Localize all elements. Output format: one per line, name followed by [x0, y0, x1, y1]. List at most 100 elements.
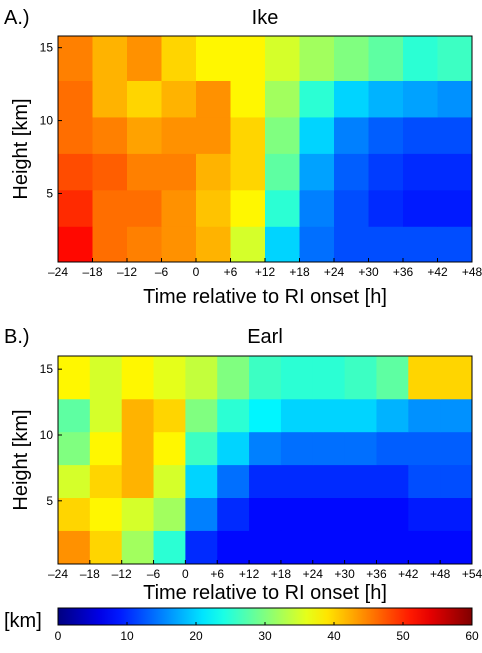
colorbar-label: [km]: [4, 610, 42, 632]
heat-cell: [408, 497, 441, 531]
heat-cell: [121, 497, 155, 531]
heat-cell: [368, 153, 404, 191]
heat-cell: [58, 153, 93, 191]
heat-cell: [185, 464, 218, 499]
heat-cell: [280, 398, 314, 433]
heat-cell: [161, 36, 197, 81]
heat-cell: [344, 398, 377, 433]
heat-cell: [127, 80, 162, 118]
heat-cell: [334, 226, 369, 263]
heat-cell: [121, 356, 155, 400]
heat-cell: [185, 431, 218, 466]
plot-frame: [57, 355, 473, 565]
heat-cell: [185, 530, 218, 565]
heat-cell: [440, 356, 473, 400]
x-tick-label: –24: [48, 265, 68, 279]
colorbar-tick-label: 10: [120, 629, 134, 643]
heat-cell: [376, 530, 409, 565]
heat-cell: [230, 189, 266, 227]
heat-cell: [312, 530, 346, 565]
heat-cell: [299, 36, 335, 81]
heat-cell: [376, 356, 409, 400]
heat-cell: [196, 189, 231, 227]
heat-cell: [368, 36, 404, 81]
heat-cell: [153, 530, 186, 565]
heat-cell: [437, 116, 473, 154]
x-tick-label: –18: [80, 567, 100, 581]
heat-cell: [265, 116, 300, 154]
x-tick-label: –24: [48, 567, 68, 581]
x-tick-label: –6: [155, 265, 169, 279]
heat-cell: [161, 226, 197, 263]
heat-cell: [249, 464, 282, 499]
x-tick-label: +42: [398, 567, 419, 581]
heat-cell: [312, 398, 346, 433]
heat-cell: [334, 116, 369, 154]
heat-cell: [408, 431, 441, 466]
heat-cell: [161, 116, 197, 154]
x-tick-label: +24: [303, 567, 324, 581]
heat-cell: [185, 398, 218, 433]
heat-cell: [403, 153, 438, 191]
heat-cell: [403, 116, 438, 154]
heat-cell: [403, 36, 438, 81]
x-tick-label: +24: [324, 265, 345, 279]
heat-cell: [58, 226, 93, 263]
heat-cell: [312, 431, 346, 466]
heat-cell: [153, 497, 186, 531]
heat-cell: [217, 530, 250, 565]
x-tick-label: +36: [366, 567, 387, 581]
x-tick-label: +6: [210, 567, 224, 581]
heat-cell: [161, 189, 197, 227]
heat-cell: [403, 226, 438, 263]
heat-cell: [230, 36, 266, 81]
chart-title: Ike: [252, 7, 279, 29]
heat-cell: [196, 116, 231, 154]
colorbar-tick-label: 20: [189, 629, 203, 643]
heat-cell: [58, 398, 91, 433]
heat-cell: [437, 36, 473, 81]
heat-cell: [89, 356, 123, 400]
heat-cell: [408, 464, 441, 499]
colorbar-tick-label: 0: [55, 629, 62, 643]
heat-cell: [249, 356, 282, 400]
heat-cell: [368, 116, 404, 154]
heat-cell: [437, 80, 473, 118]
heat-cell: [249, 431, 282, 466]
heat-cell: [153, 464, 186, 499]
heat-cell: [185, 356, 218, 400]
x-tick-label: +30: [358, 265, 379, 279]
x-tick-label: +30: [334, 567, 355, 581]
heat-cell: [265, 80, 300, 118]
heat-cell: [437, 153, 473, 191]
heat-cell: [153, 398, 186, 433]
heat-cell: [376, 497, 409, 531]
heat-cell: [127, 116, 162, 154]
x-tick-label: +48: [462, 265, 482, 279]
heat-cell: [334, 153, 369, 191]
heat-cell: [230, 153, 266, 191]
y-axis-label: Height [km]: [10, 409, 32, 510]
colorbar-tick-label: 50: [396, 629, 410, 643]
y-tick-label: 10: [40, 114, 54, 128]
heat-cell: [89, 497, 123, 531]
heat-cell: [376, 398, 409, 433]
heat-cell: [344, 464, 377, 499]
heat-cell: [440, 497, 473, 531]
heat-cell: [265, 226, 300, 263]
x-tick-label: +36: [393, 265, 414, 279]
heat-cell: [249, 497, 282, 531]
heat-cell: [312, 356, 346, 400]
heat-cell: [249, 398, 282, 433]
panel-label: B.): [4, 326, 30, 348]
x-tick-label: +42: [427, 265, 448, 279]
heat-cell: [230, 116, 266, 154]
x-tick-label: –18: [82, 265, 102, 279]
x-axis-label: Time relative to RI onset [h]: [143, 286, 387, 308]
x-tick-label: –6: [147, 567, 161, 581]
heat-cell: [440, 464, 473, 499]
heat-cell: [217, 398, 250, 433]
heat-cell: [92, 189, 128, 227]
heat-cell: [299, 80, 335, 118]
heat-cell: [299, 116, 335, 154]
